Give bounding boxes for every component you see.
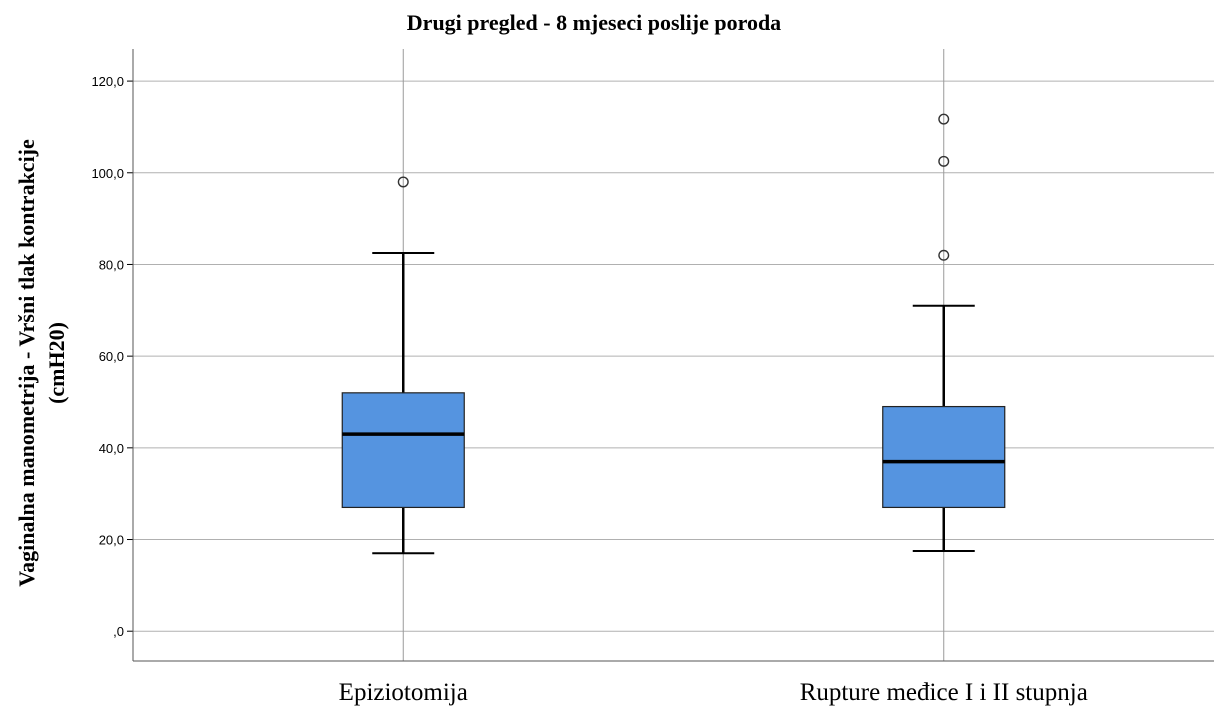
outlier-point [938, 155, 950, 167]
iqr-box [341, 392, 465, 509]
y-tick-label: 120,0 [91, 74, 124, 89]
y-tick-label: ,0 [113, 624, 124, 639]
iqr-box [882, 405, 1006, 509]
outlier-point [938, 249, 950, 261]
y-axis-label-line-2: (cmH20) [44, 322, 69, 404]
outlier-point [397, 176, 409, 188]
x-tick-label: Epiziotomija [339, 679, 468, 706]
outlier-point [938, 113, 950, 125]
y-tick-label: 100,0 [91, 166, 124, 181]
y-tick-label: 80,0 [99, 257, 124, 272]
y-tick-label: 40,0 [99, 441, 124, 456]
chart-title: Drugi pregled - 8 mjeseci poslije poroda [407, 10, 781, 35]
x-tick-label: Rupture međice I i II stupnja [800, 679, 1088, 706]
plot-area: ,0 20,0 40,0 60,0 80,0 100,0 120,0 Epiziotomija… [91, 49, 1214, 706]
y-axis-label-line-1: Vaginalna manometrija - Vršni tlak kontr… [14, 139, 39, 587]
y-tick-label: 20,0 [99, 533, 124, 548]
y-tick-label: 60,0 [99, 349, 124, 364]
